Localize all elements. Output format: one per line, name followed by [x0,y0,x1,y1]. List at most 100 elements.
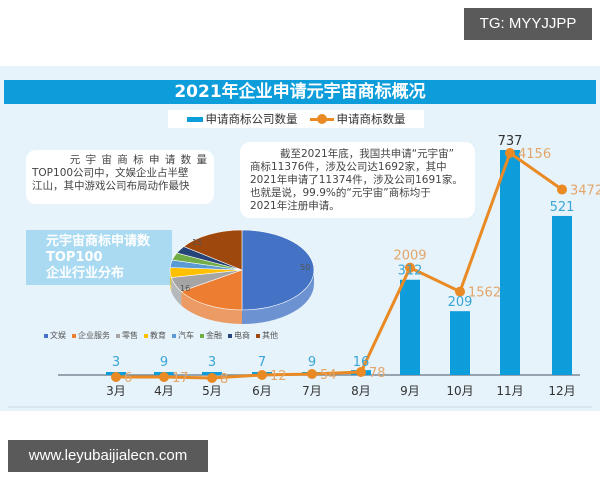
pie-slice [241,229,315,311]
pie-title-line1: 元宇宙商标申请数 [46,234,151,249]
legend-swatch-icon [144,333,148,338]
line-marker [307,369,317,379]
pie-legend-item: 电商 [228,330,250,341]
pie-title-line2: TOP100 [46,250,103,265]
pie-chart: 50166433315 [150,229,315,324]
pie-slice [183,229,243,271]
bar-value-label: 3 [208,355,216,370]
pie-legend-label: 零售 [122,331,138,340]
x-tick-label: 8月 [351,384,371,398]
watermark-bottom: www.leyubaijialecn.com [8,440,208,472]
pie-legend-label: 电商 [234,331,250,340]
x-tick-label: 10月 [446,384,473,398]
line-value-label: 8 [220,372,228,387]
pie-legend-label: 汽车 [178,331,194,340]
line-marker [207,373,217,383]
bar-value-label: 3 [112,355,120,370]
pie-legend-label: 企业服务 [78,331,110,340]
pie-legend-item: 其他 [256,330,278,341]
bar-swatch-icon [186,116,203,122]
line-value-label: 12 [270,369,287,384]
note-left-line1: 元 宇 宙 商 标 申 请 数 量 [69,154,208,166]
line-value-label: 17 [172,371,189,386]
pie-side [181,291,242,324]
line-marker [405,262,415,273]
pie-legend-label: 金融 [206,331,222,340]
line-value-label: 3472 [570,184,600,199]
pie-side [170,270,172,292]
note-left-line3: 江山，其中游戏公司布局动作最快 [32,180,190,192]
pie-value-label: 15 [192,238,202,247]
legend-swatch-icon [256,333,260,338]
bar [552,215,572,375]
pie-legend-item: 教育 [144,330,166,341]
legend-item-line: 申请商标数量 [309,111,406,127]
line-value-label: 78 [369,366,386,381]
x-tick-label: 7月 [302,384,322,398]
legend-swatch-icon [44,333,48,338]
note-right-line1: 截至2021年底，我国共申请“元宇宙” [280,148,455,160]
legend-swatch-icon [228,333,232,338]
combo-chart: 3 9 3 7 9 16 312 209 737 521 6 17 8 12 54 78 2009 1562 415… [8,134,600,408]
pie-legend: 文娱 企业服务 零售 教育 汽车 金融 电商 其他 [44,330,278,341]
line-marker [356,367,366,377]
pie-legend-label: 教育 [150,331,166,340]
pie-legend-label: 其他 [262,331,278,340]
x-tick-label: 5月 [202,384,222,398]
x-tick-label: 9月 [400,384,420,398]
pie-legend-item: 零售 [116,330,138,341]
pie-side [171,277,182,306]
bar-value-label: 209 [448,295,473,310]
bar-value-label: 16 [353,355,370,370]
line-value-label: 4156 [518,147,551,162]
line-marker [159,372,169,382]
pie-legend-item: 汽车 [172,330,194,341]
note-right-line3: 2021年申请了11374件，涉及公司1691家。 [250,174,463,186]
chart-legend: 申请商标公司数量 申请商标数量 [168,110,424,128]
note-left-line2: TOP100公司中，文娱企业占半壁 [32,167,189,179]
note-right-line4: 也就是说，99.9%的“元宇宙”商标均于 [250,187,431,199]
bar-value-label: 521 [550,200,575,215]
line-value-label: 54 [320,368,337,383]
x-tick-label: 6月 [252,384,272,398]
bar-value-label: 7 [258,355,266,370]
pie-title-line3: 企业行业分布 [46,266,125,281]
line-marker [505,148,515,158]
bar [500,150,520,375]
note-left: 元 宇 宙 商 标 申 请 数 量 TOP100公司中，文娱企业占半壁 江山，其… [26,150,214,204]
x-tick-label: 12月 [548,384,575,398]
legend-bar-label: 申请商标公司数量 [205,112,298,126]
legend-item-bar: 申请商标公司数量 [186,111,298,127]
pie-value-label: 16 [180,284,190,293]
line-marker [257,370,267,380]
x-tick-label: 11月 [496,384,523,398]
legend-swatch-icon [200,333,204,338]
pie-legend-item: 文娱 [44,330,66,341]
line-swatch-icon [309,113,334,125]
pie-slice [180,269,243,311]
bar-value-label: 312 [398,264,423,279]
bar-value-label: 9 [308,355,316,370]
legend-swatch-icon [116,333,120,338]
line-marker [455,286,465,297]
pie-side [242,270,314,324]
pie-legend-item: 金融 [200,330,222,341]
bar-value-label: 737 [498,134,523,149]
bar [400,279,420,375]
line-value-label: 2009 [393,249,426,264]
bar [450,311,470,375]
pie-value-label: 50 [300,263,310,272]
line-marker [111,372,121,382]
pie-legend-item: 企业服务 [72,330,110,341]
pie-title: 元宇宙商标申请数 TOP100 企业行业分布 [26,230,172,285]
legend-line-label: 申请商标数量 [336,112,406,126]
x-tick-label: 4月 [154,384,174,398]
legend-swatch-icon [72,333,76,338]
note-right-line5: 2021年注册申请。 [250,200,340,212]
line-series [116,150,563,380]
note-right: 截至2021年底，我国共申请“元宇宙” 商标11376件，涉及公司达1692家，… [240,142,475,218]
watermark-top: TG: MYYJJPP [464,8,592,40]
x-tick-label: 3月 [106,384,126,398]
line-value-label: 6 [124,371,132,386]
bar-value-label: 9 [160,355,168,370]
